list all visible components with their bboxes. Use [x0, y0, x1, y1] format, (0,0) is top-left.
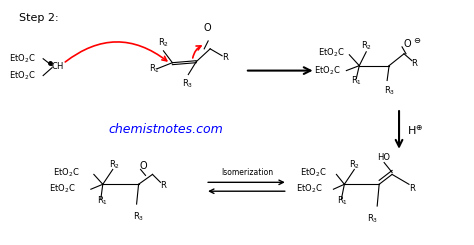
Text: Isomerization: Isomerization — [221, 168, 273, 177]
Text: $\mathregular{R_2}$: $\mathregular{R_2}$ — [109, 158, 120, 171]
Text: $\mathregular{EtO_2C}$: $\mathregular{EtO_2C}$ — [296, 183, 322, 196]
Text: $\mathregular{R_1}$: $\mathregular{R_1}$ — [97, 195, 108, 207]
Text: $\mathregular{R}$: $\mathregular{R}$ — [222, 51, 230, 62]
Text: $\mathregular{R_1}$: $\mathregular{R_1}$ — [351, 74, 362, 87]
Text: H$^{\oplus}$: H$^{\oplus}$ — [407, 123, 423, 136]
Text: $\mathregular{R_1}$: $\mathregular{R_1}$ — [148, 62, 160, 75]
Text: O: O — [140, 160, 147, 171]
Text: O: O — [203, 23, 211, 33]
Text: Step 2:: Step 2: — [19, 13, 59, 23]
Text: $\mathregular{R_3}$: $\mathregular{R_3}$ — [367, 213, 378, 225]
Text: O: O — [403, 39, 411, 49]
Text: $\mathregular{EtO_2C}$: $\mathregular{EtO_2C}$ — [9, 52, 36, 65]
Text: $\mathregular{R_1}$: $\mathregular{R_1}$ — [337, 195, 348, 207]
Text: $\mathregular{R_3}$: $\mathregular{R_3}$ — [133, 211, 144, 223]
Text: $\ominus$: $\ominus$ — [413, 37, 421, 45]
Text: $\mathregular{EtO_2C}$: $\mathregular{EtO_2C}$ — [49, 183, 76, 196]
Text: $\mathregular{EtO_2C}$: $\mathregular{EtO_2C}$ — [300, 166, 326, 179]
Text: $\mathregular{EtO_2C}$: $\mathregular{EtO_2C}$ — [9, 69, 36, 82]
Text: chemistnotes.com: chemistnotes.com — [108, 123, 223, 136]
Text: $\mathregular{R_2}$: $\mathregular{R_2}$ — [349, 158, 360, 171]
Text: $\mathregular{EtO_2C}$: $\mathregular{EtO_2C}$ — [53, 166, 80, 179]
Text: $\mathregular{R}$: $\mathregular{R}$ — [409, 182, 417, 193]
Text: $\mathregular{R_2}$: $\mathregular{R_2}$ — [361, 40, 373, 52]
Text: $\mathregular{R_3}$: $\mathregular{R_3}$ — [384, 84, 395, 97]
Text: $\mathregular{EtO_2C}$: $\mathregular{EtO_2C}$ — [318, 47, 344, 59]
Text: $\mathregular{R_3}$: $\mathregular{R_3}$ — [182, 77, 193, 90]
Text: $\mathregular{R}$: $\mathregular{R}$ — [411, 57, 419, 68]
Text: HO: HO — [377, 153, 390, 162]
Text: $\mathregular{CH}$: $\mathregular{CH}$ — [51, 60, 64, 71]
Text: $\mathregular{R_2}$: $\mathregular{R_2}$ — [158, 37, 170, 49]
Text: $\mathregular{R}$: $\mathregular{R}$ — [161, 179, 168, 190]
Text: $\mathregular{EtO_2C}$: $\mathregular{EtO_2C}$ — [313, 64, 340, 77]
